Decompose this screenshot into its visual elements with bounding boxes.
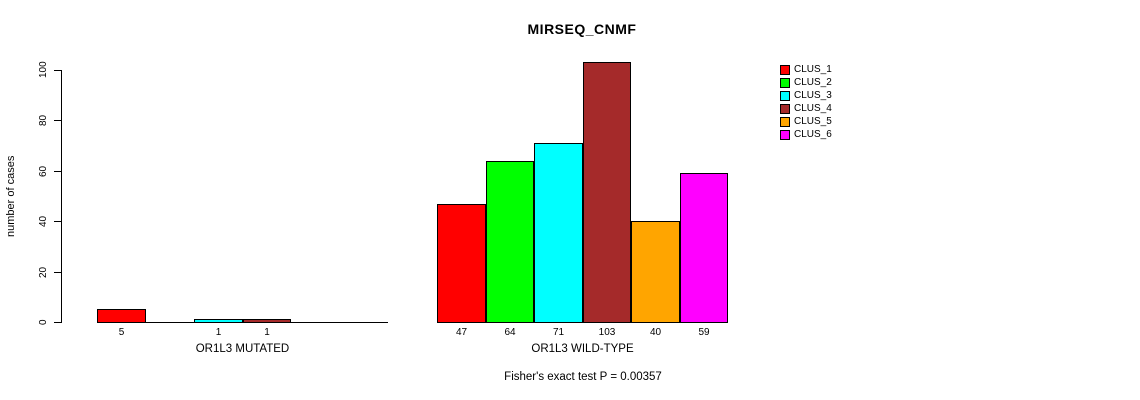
bar-value-label: 5 (118, 327, 125, 338)
legend-label: CLUS_2 (794, 77, 832, 88)
footer-note: Fisher's exact test P = 0.00357 (504, 371, 662, 383)
legend-swatch (780, 77, 790, 88)
y-tick (54, 171, 61, 172)
bar (583, 62, 631, 323)
y-tick (54, 70, 61, 71)
legend-swatch (780, 90, 790, 101)
legend-item: CLUS_6 (780, 128, 832, 141)
legend: CLUS_1 CLUS_2 CLUS_3 CLUS_4 CLUS_5 CLUS_6 (780, 63, 832, 141)
bar-value-label: 71 (552, 327, 565, 338)
y-tick-label: 20 (38, 266, 49, 278)
y-tick-label: 60 (38, 165, 49, 177)
bar (534, 143, 583, 323)
legend-label: CLUS_4 (794, 103, 832, 114)
bar-value-label: 1 (215, 327, 222, 338)
group-label: OR1L3 MUTATED (195, 343, 290, 355)
y-tick-label: 40 (38, 215, 49, 227)
legend-swatch (780, 64, 790, 75)
legend-item: CLUS_4 (780, 102, 832, 115)
legend-item: CLUS_5 (780, 115, 832, 128)
legend-swatch (780, 103, 790, 114)
bar-value-label: 64 (504, 327, 516, 338)
bar (631, 221, 680, 323)
y-tick-label: 0 (38, 319, 49, 325)
legend-label: CLUS_1 (794, 64, 832, 75)
legend-label: CLUS_5 (794, 116, 832, 127)
bar-value-label: 47 (455, 327, 468, 338)
y-tick (54, 322, 61, 323)
y-tick (54, 221, 61, 222)
y-axis (61, 70, 62, 323)
y-tick (54, 272, 61, 273)
legend-item: CLUS_1 (780, 63, 832, 76)
legend-label: CLUS_3 (794, 90, 832, 101)
bar-value-label: 40 (649, 327, 662, 338)
bar (486, 161, 534, 323)
y-tick-label: 100 (38, 61, 49, 79)
bar (680, 173, 728, 323)
legend-swatch (780, 116, 790, 127)
y-tick-label: 80 (38, 114, 49, 126)
bar-value-label: 103 (598, 327, 616, 338)
bar-value-label: 1 (264, 327, 270, 338)
bar (437, 204, 486, 323)
y-tick (54, 120, 61, 121)
bar (97, 309, 146, 323)
chart-title: MIRSEQ_CNMF (527, 21, 637, 37)
legend-item: CLUS_2 (780, 76, 832, 89)
group-label: OR1L3 WILD-TYPE (531, 343, 634, 355)
bar (194, 319, 243, 323)
bar (243, 319, 291, 323)
legend-item: CLUS_3 (780, 89, 832, 102)
bar-value-label: 59 (698, 327, 710, 338)
legend-label: CLUS_6 (794, 129, 832, 140)
legend-swatch (780, 129, 790, 140)
